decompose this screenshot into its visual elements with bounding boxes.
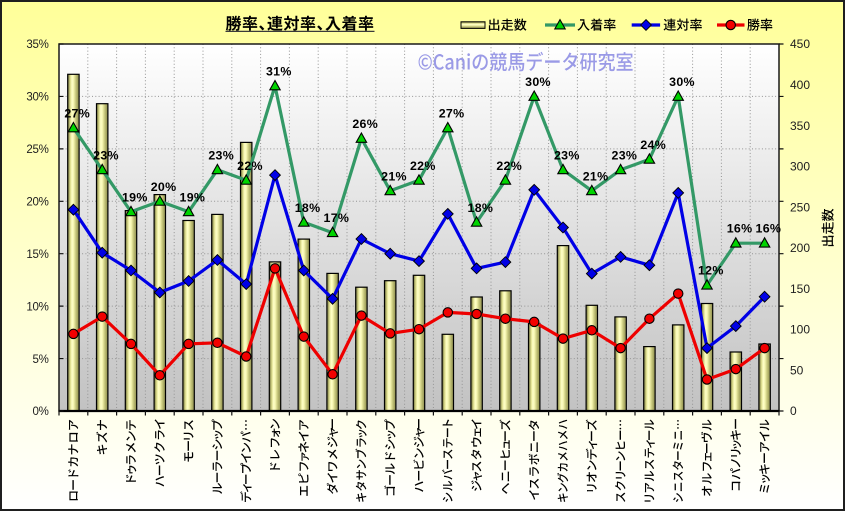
svg-text:17%: 17%	[324, 211, 350, 225]
svg-text:30%: 30%	[669, 75, 695, 89]
svg-text:23%: 23%	[554, 148, 580, 162]
svg-text:35%: 35%	[26, 39, 48, 51]
svg-text:100: 100	[790, 323, 810, 337]
svg-text:19%: 19%	[122, 190, 148, 204]
svg-text:50: 50	[790, 363, 804, 377]
svg-text:20%: 20%	[151, 180, 177, 194]
svg-text:16%: 16%	[756, 222, 782, 236]
svg-text:200: 200	[790, 241, 810, 255]
svg-text:31%: 31%	[266, 64, 292, 78]
svg-text:21%: 21%	[381, 169, 407, 183]
svg-text:350: 350	[790, 119, 810, 133]
svg-text:10%: 10%	[26, 301, 48, 313]
svg-text:20%: 20%	[26, 197, 48, 209]
svg-text:22%: 22%	[237, 159, 263, 173]
svg-text:5%: 5%	[32, 354, 48, 366]
svg-text:27%: 27%	[439, 106, 465, 120]
svg-text:30%: 30%	[525, 75, 551, 89]
svg-text:250: 250	[790, 200, 810, 214]
svg-text:21%: 21%	[583, 169, 609, 183]
svg-text:300: 300	[790, 160, 810, 174]
svg-text:450: 450	[790, 37, 810, 51]
svg-text:19%: 19%	[180, 190, 206, 204]
svg-text:18%: 18%	[468, 201, 494, 215]
svg-text:400: 400	[790, 78, 810, 92]
svg-text:15%: 15%	[26, 249, 48, 261]
svg-text:25%: 25%	[26, 144, 48, 156]
svg-text:23%: 23%	[93, 148, 119, 162]
svg-text:23%: 23%	[208, 148, 234, 162]
svg-text:22%: 22%	[410, 159, 436, 173]
svg-text:16%: 16%	[727, 222, 753, 236]
svg-text:27%: 27%	[64, 106, 90, 120]
svg-text:12%: 12%	[698, 264, 724, 278]
svg-text:23%: 23%	[612, 148, 638, 162]
svg-text:22%: 22%	[496, 159, 522, 173]
svg-text:150: 150	[790, 282, 810, 296]
svg-text:26%: 26%	[352, 117, 378, 131]
svg-text:30%: 30%	[26, 92, 48, 104]
svg-text:0: 0	[790, 404, 797, 418]
svg-text:18%: 18%	[295, 201, 321, 215]
svg-text:24%: 24%	[640, 138, 666, 152]
svg-text:0%: 0%	[32, 406, 48, 418]
